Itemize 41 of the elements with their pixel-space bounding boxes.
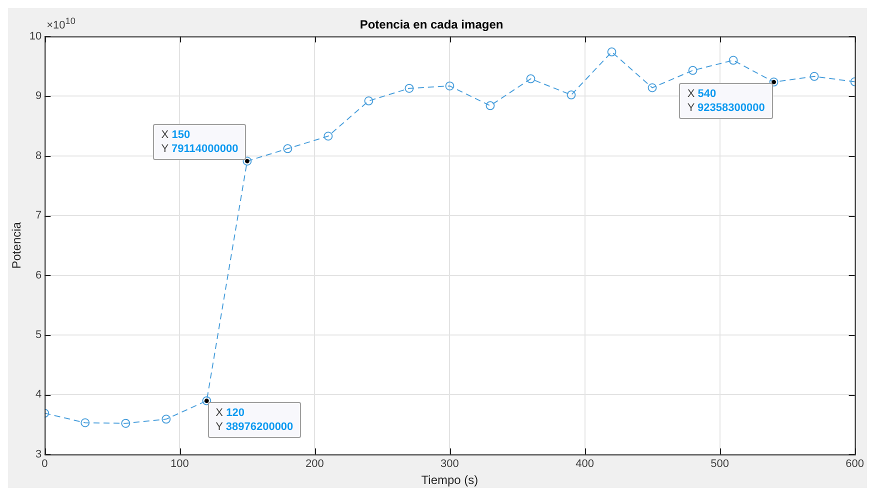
point (486, 101, 495, 110)
y-tick-label: 6 (36, 269, 42, 282)
y-tick-label: 3 (36, 448, 42, 460)
point (242, 156, 252, 166)
x-tick-label: 100 (170, 458, 189, 470)
y-tick-label: 5 (36, 329, 42, 342)
point (202, 396, 212, 406)
point (728, 56, 738, 65)
y-tick-label: 4 (36, 388, 42, 401)
y-tick-label: 10 (29, 30, 42, 42)
point (364, 96, 374, 106)
point (324, 132, 333, 141)
chart-title: Potencia en cada imagen (360, 18, 504, 32)
point (688, 66, 698, 75)
x-tick-label: 0 (42, 458, 48, 470)
point (648, 83, 657, 92)
point (121, 418, 130, 428)
annotation: X 150 Y 79114000000 (153, 124, 246, 160)
x-tick-label: 200 (306, 458, 324, 470)
y-tick-label: 7 (36, 210, 42, 222)
y-tick-label: 9 (36, 90, 42, 102)
point (769, 78, 778, 87)
point (445, 81, 454, 90)
point (404, 84, 414, 93)
point (607, 47, 616, 56)
y-tick-label: 8 (36, 150, 42, 162)
point (80, 418, 90, 428)
point (810, 72, 819, 81)
annotation: X 120 Y 38976200000 (208, 402, 302, 438)
x-tick-label: 300 (440, 458, 459, 470)
point (566, 90, 576, 100)
x-tick-label: 600 (846, 458, 864, 470)
x-axis-title: Tiempo (s) (421, 473, 478, 488)
y-axis-title: Potencia (10, 222, 24, 269)
text: ×10$^{10}$ (46, 16, 76, 32)
annotation: X 540 Y 92358300000 (679, 83, 773, 120)
x-tick-label: 400 (576, 458, 594, 470)
point (526, 74, 536, 84)
x-tick-label: 500 (710, 458, 729, 470)
point (162, 414, 171, 424)
point (283, 144, 292, 154)
